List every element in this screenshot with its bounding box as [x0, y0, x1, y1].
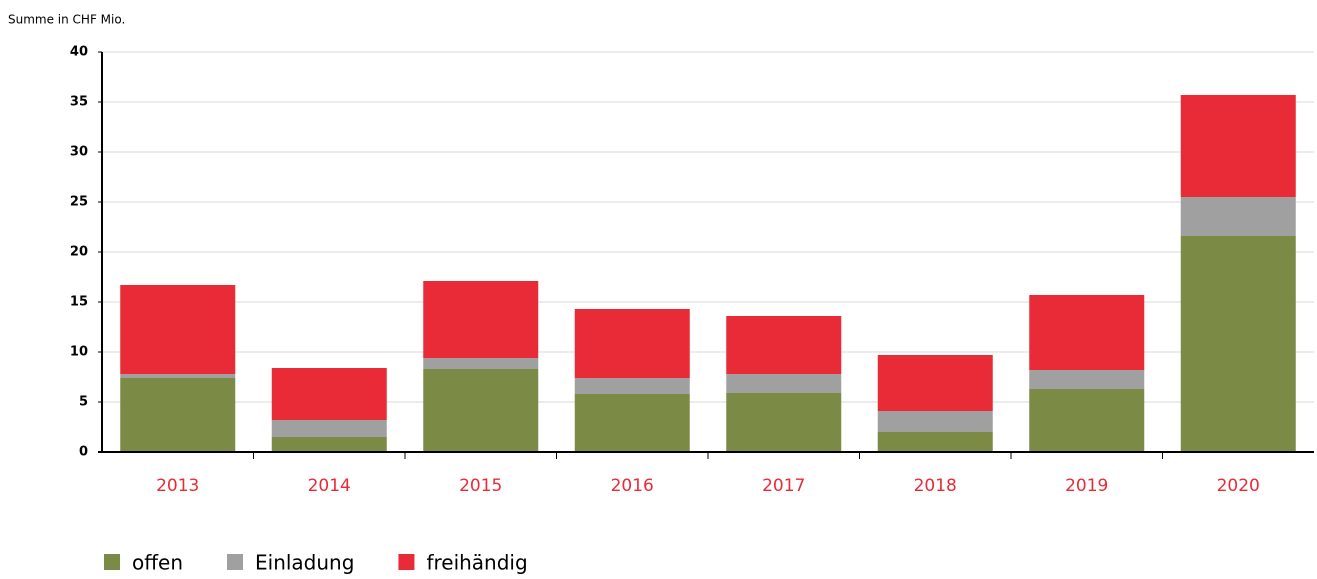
bar-segment — [877, 355, 993, 411]
bar-segment — [271, 368, 387, 420]
bar-segment — [1180, 95, 1296, 197]
y-tick-label: 25 — [70, 195, 88, 210]
legend-swatch — [398, 554, 415, 570]
legend-swatch — [227, 554, 243, 570]
bar-segment — [574, 378, 690, 394]
y-tick-label: 0 — [79, 445, 88, 460]
bar-segment — [423, 358, 539, 369]
bar-segment — [726, 374, 842, 393]
bar-segment — [423, 369, 539, 452]
bar-segment — [1029, 295, 1145, 370]
x-tick-label: 2015 — [459, 476, 502, 496]
bar-segment — [1180, 236, 1296, 452]
x-tick-label: 2013 — [156, 476, 199, 496]
x-tick-label: 2017 — [762, 476, 805, 496]
y-tick-label: 40 — [70, 45, 88, 60]
y-tick-label: 35 — [70, 95, 88, 110]
bar-segment — [120, 374, 236, 378]
legend-label: offen — [132, 551, 183, 575]
x-tick-label: 2020 — [1217, 476, 1260, 496]
x-tick-label: 2019 — [1065, 476, 1108, 496]
x-tick-label: 2016 — [611, 476, 654, 496]
bar-segment — [120, 285, 236, 374]
bar-segment — [271, 420, 387, 437]
y-tick-label: 10 — [70, 345, 88, 360]
y-tick-label: 15 — [70, 295, 88, 310]
bar-segment — [120, 378, 236, 452]
bar-segment — [1180, 197, 1296, 236]
bar-segment — [726, 316, 842, 374]
x-tick-label: 2014 — [308, 476, 351, 496]
bar-segment — [1029, 389, 1145, 452]
bar-segment — [423, 281, 539, 358]
y-axis-title: Summe in CHF Mio. — [8, 13, 125, 27]
x-tick-label: 2018 — [914, 476, 957, 496]
legend-label: freihändig — [426, 551, 527, 575]
y-tick-label: 5 — [79, 395, 88, 410]
legend-label: Einladung — [255, 551, 354, 575]
bar-segment — [574, 309, 690, 378]
bar-segment — [574, 394, 690, 452]
y-tick-label: 20 — [70, 245, 88, 260]
bar-segment — [271, 437, 387, 452]
bar-segment — [877, 432, 993, 452]
bar-segment — [877, 411, 993, 432]
y-tick-label: 30 — [70, 145, 88, 160]
bar-segment — [1029, 370, 1145, 389]
legend-swatch — [104, 554, 120, 570]
bar-segment — [726, 393, 842, 452]
